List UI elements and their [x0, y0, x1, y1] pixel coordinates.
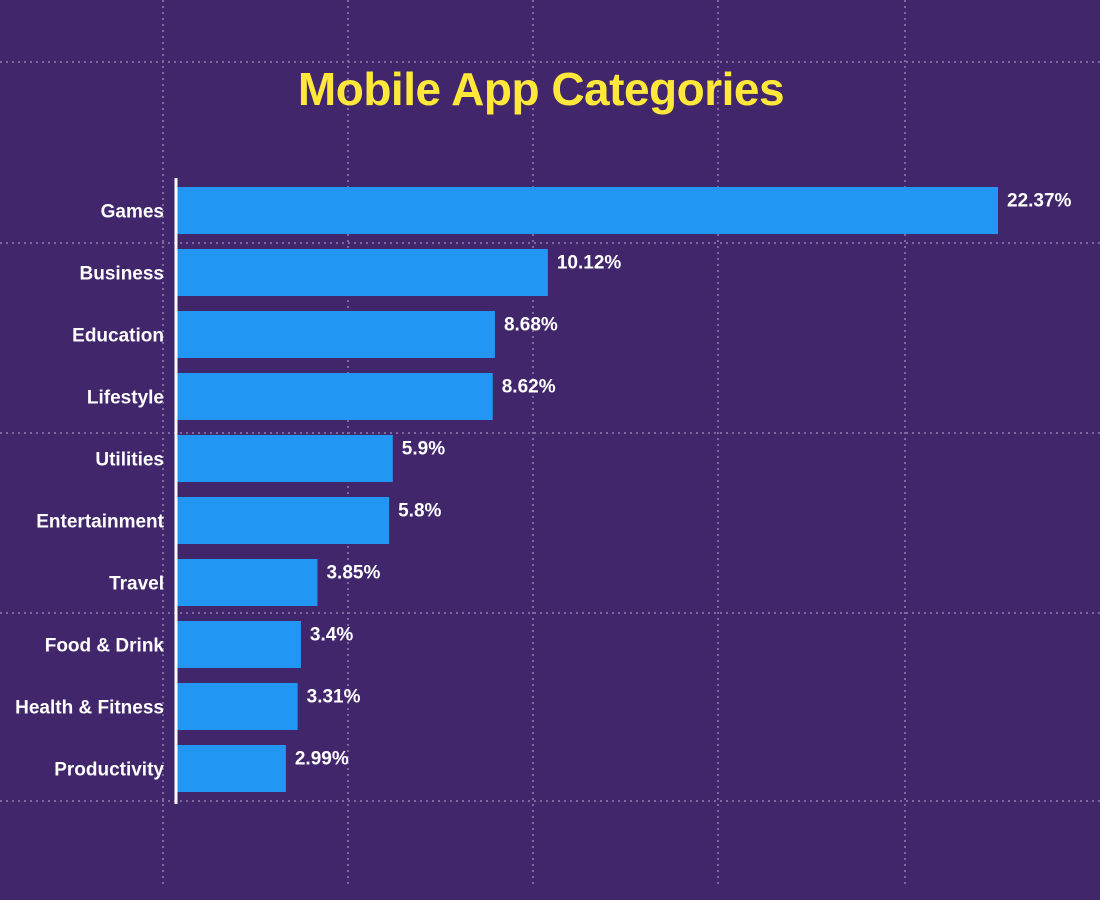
- bar: [177, 683, 298, 730]
- bar: [177, 621, 301, 668]
- value-label: 5.8%: [398, 501, 441, 522]
- bar: [177, 497, 390, 544]
- category-label: Business: [80, 264, 164, 285]
- bar: [177, 745, 286, 792]
- category-label: Games: [101, 202, 164, 223]
- value-label: 8.68%: [504, 315, 558, 336]
- category-label: Education: [72, 326, 164, 347]
- category-label: Health & Fitness: [15, 698, 164, 719]
- category-label: Productivity: [54, 760, 164, 781]
- bar: [177, 249, 548, 296]
- bar: [177, 435, 393, 482]
- bar: [177, 311, 495, 358]
- value-label: 8.62%: [502, 377, 556, 398]
- category-label: Entertainment: [36, 512, 164, 533]
- bar: [177, 187, 998, 234]
- value-label: 2.99%: [295, 749, 349, 770]
- value-label: 3.4%: [310, 625, 353, 646]
- category-label: Food & Drink: [45, 636, 165, 657]
- value-label: 22.37%: [1007, 191, 1072, 212]
- value-label: 3.31%: [307, 687, 361, 708]
- category-label: Utilities: [95, 450, 164, 471]
- value-label: 10.12%: [557, 253, 622, 274]
- chart-title: Mobile App Categories: [297, 63, 785, 115]
- bar: [177, 373, 493, 420]
- bar: [177, 559, 318, 606]
- value-label: 5.9%: [402, 439, 445, 460]
- category-label: Lifestyle: [87, 388, 164, 409]
- value-label: 3.85%: [326, 563, 380, 584]
- category-label: Travel: [109, 574, 164, 595]
